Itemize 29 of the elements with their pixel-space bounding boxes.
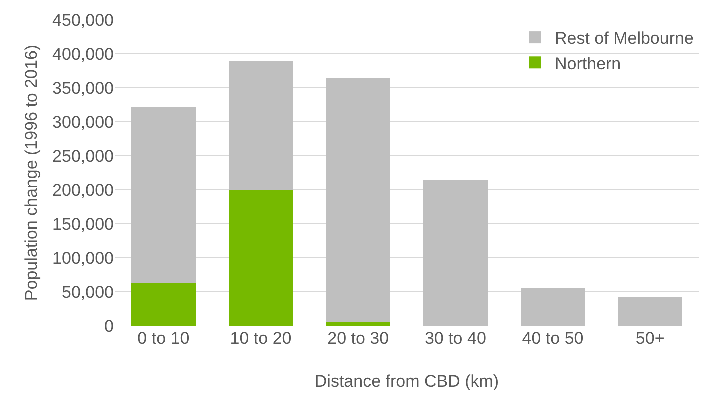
bar [326, 322, 390, 326]
bar [618, 297, 682, 326]
y-tick-label: 50,000 [62, 282, 114, 302]
y-tick-label: 100,000 [52, 248, 114, 268]
x-tick-label: 50+ [636, 329, 665, 348]
y-tick-label: 0 [104, 316, 114, 336]
bar [132, 108, 196, 284]
bar [228, 190, 294, 326]
x-tick-label: 30 to 40 [424, 329, 486, 348]
y-tick-label: 200,000 [52, 180, 114, 200]
x-axis-title: Distance from CBD (km) [314, 372, 500, 391]
x-tick-label: 20 to 30 [328, 329, 390, 348]
bar [424, 180, 488, 326]
y-tick-label: 400,000 [52, 44, 114, 64]
bar [520, 288, 586, 326]
legend-label: Rest of Melbourne [555, 29, 694, 48]
x-tick-label: 10 to 20 [230, 329, 292, 348]
y-tick-label: 450,000 [52, 10, 114, 30]
bar [326, 78, 390, 322]
bar [228, 61, 294, 191]
legend-label: Northern [555, 54, 622, 74]
y-tick-label: 150,000 [52, 214, 114, 234]
y-tick-label: 250,000 [52, 146, 114, 166]
bar [132, 283, 196, 326]
x-tick-label: 40 to 50 [522, 329, 584, 348]
y-tick-label: 300,000 [52, 112, 114, 132]
x-tick-label: 0 to 10 [138, 329, 190, 348]
y-tick-label: 350,000 [52, 78, 114, 98]
y-axis-title: Population change (1996 to 2016) [22, 44, 42, 302]
